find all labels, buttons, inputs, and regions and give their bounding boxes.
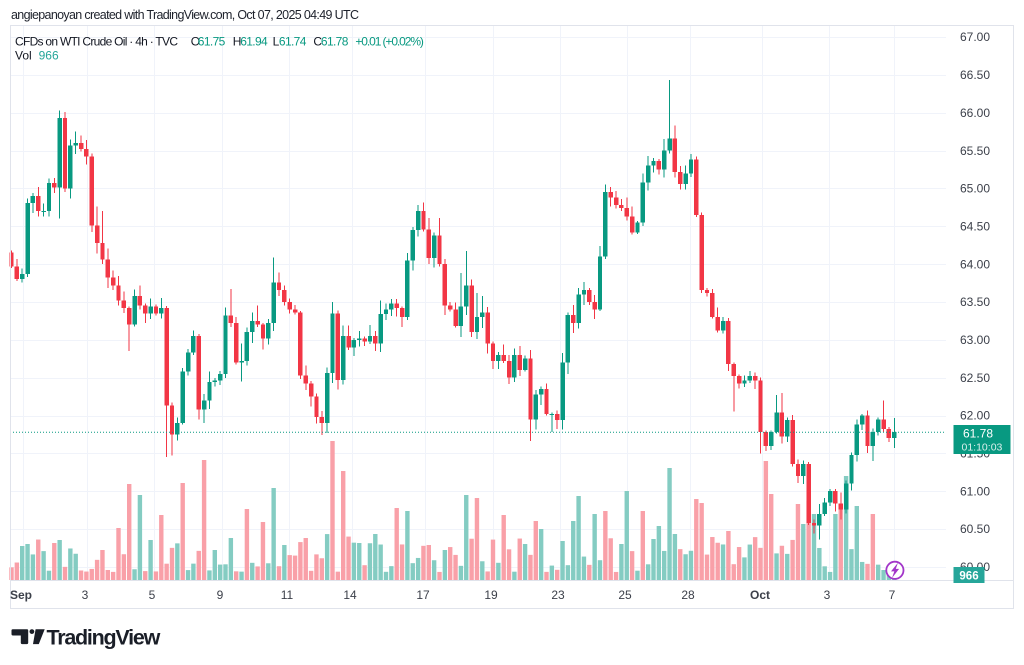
svg-text:28: 28 [681,588,695,602]
svg-text:14: 14 [343,588,357,602]
svg-text:7: 7 [889,588,896,602]
svg-text:63.50: 63.50 [960,295,990,309]
svg-text:9: 9 [217,588,224,602]
svg-text:3: 3 [82,588,89,602]
svg-text:5: 5 [149,588,156,602]
svg-text:Vol: Vol [15,49,32,63]
svg-text:61.00: 61.00 [960,484,990,498]
svg-text:66.50: 66.50 [960,68,990,82]
svg-text:3: 3 [824,588,831,602]
svg-text:CFDs on WTI Crude Oil · 4h · T: CFDs on WTI Crude Oil · 4h · TVC [15,35,178,49]
svg-text:966: 966 [959,570,978,582]
svg-text:11: 11 [281,588,294,602]
svg-text:64.50: 64.50 [960,219,990,233]
svg-text:65.50: 65.50 [960,144,990,158]
svg-text:63.00: 63.00 [960,333,990,347]
svg-text:61.78: 61.78 [963,427,993,441]
svg-text:25: 25 [618,588,632,602]
svg-text:64.00: 64.00 [960,257,990,271]
svg-text:19: 19 [484,588,498,602]
svg-text:65.00: 65.00 [960,182,990,196]
svg-text:Oct: Oct [750,588,770,602]
svg-text:Sep: Sep [10,588,32,602]
svg-text:66.00: 66.00 [960,106,990,120]
svg-text:TradingView: TradingView [47,626,161,650]
svg-text:62.50: 62.50 [960,371,990,385]
svg-text:60.50: 60.50 [960,522,990,536]
svg-text:67.00: 67.00 [960,30,990,44]
svg-text:angiepanoyan created with Trad: angiepanoyan created with TradingView.co… [11,8,359,22]
svg-text:01:10:03: 01:10:03 [962,442,1003,454]
svg-text:966: 966 [39,49,59,63]
svg-text:23: 23 [551,588,565,602]
svg-text:17: 17 [416,588,430,602]
svg-text:62.00: 62.00 [960,409,990,423]
